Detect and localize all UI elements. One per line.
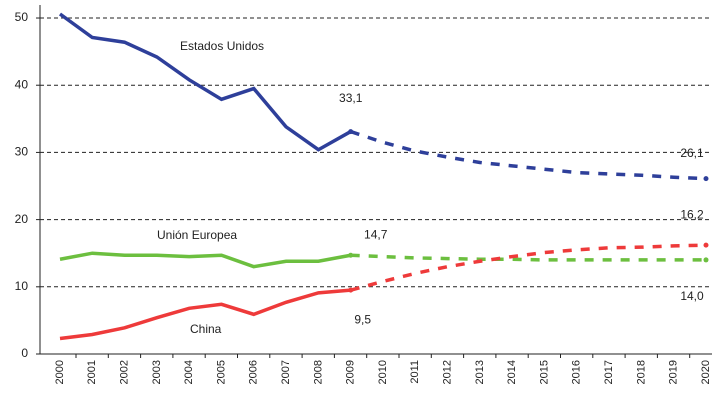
x-tick-label: 2002 — [119, 360, 131, 384]
y-tick-label: 0 — [21, 346, 28, 360]
x-tick-label: 2013 — [474, 360, 486, 384]
x-tick-label: 2010 — [377, 360, 389, 384]
x-tick-label: 2005 — [215, 360, 227, 384]
projection-line — [350, 129, 707, 181]
value-label: 26,1 — [680, 146, 704, 160]
value-label: 14,7 — [364, 227, 388, 241]
point-marker — [703, 242, 709, 248]
y-tick-label: 40 — [15, 77, 29, 91]
series-label: China — [190, 322, 222, 336]
x-tick-label: 2007 — [280, 360, 292, 384]
x-tick-label: 2016 — [571, 360, 583, 384]
projection-line — [350, 253, 706, 262]
x-tick-label: 2006 — [248, 360, 260, 384]
point-marker — [703, 176, 709, 182]
x-tick-label: 2020 — [700, 360, 712, 384]
x-tick-label: 2008 — [312, 360, 324, 384]
x-tick-label: 2018 — [635, 360, 647, 384]
value-label: 33,1 — [339, 91, 363, 105]
x-tick-label: 2004 — [183, 360, 195, 384]
x-tick-label: 2019 — [668, 360, 680, 384]
x-tick-label: 2003 — [151, 360, 163, 384]
x-tick-label: 2011 — [409, 360, 421, 384]
x-tick-label: 2015 — [538, 360, 550, 384]
point-marker — [348, 129, 354, 135]
y-tick-label: 20 — [15, 212, 29, 226]
projection-line — [350, 243, 707, 292]
point-marker — [348, 252, 354, 258]
series-line — [59, 251, 352, 269]
series-label: Unión Europea — [157, 228, 237, 242]
value-label: 14,0 — [680, 289, 704, 303]
series-label: Estados Unidos — [180, 39, 264, 53]
y-tick-label: 50 — [15, 10, 29, 24]
x-tick-label: 2001 — [86, 360, 98, 384]
x-tick-label: 2014 — [506, 360, 518, 384]
series-line — [58, 12, 352, 152]
y-tick-label: 30 — [15, 145, 29, 159]
x-tick-label: 2000 — [54, 360, 66, 384]
point-marker — [703, 257, 709, 263]
y-tick-label: 10 — [15, 279, 29, 293]
x-tick-label: 2012 — [442, 360, 454, 384]
value-label: 9,5 — [354, 312, 371, 326]
series-line — [59, 288, 351, 341]
value-label: 16,2 — [680, 207, 704, 221]
point-marker — [348, 287, 354, 293]
x-tick-label: 2017 — [603, 360, 615, 384]
x-tick-label: 2009 — [345, 360, 357, 384]
